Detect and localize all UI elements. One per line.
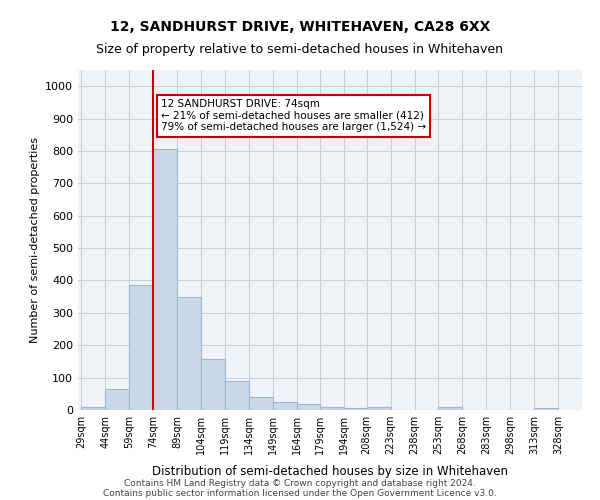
Bar bbox=[225, 381, 248, 410]
Y-axis label: Number of semi-detached properties: Number of semi-detached properties bbox=[29, 137, 40, 343]
Bar bbox=[201, 359, 225, 410]
Text: Contains public sector information licensed under the Open Government Licence v3: Contains public sector information licen… bbox=[103, 488, 497, 498]
Bar bbox=[81, 407, 105, 410]
Text: 12 SANDHURST DRIVE: 74sqm
← 21% of semi-detached houses are smaller (412)
79% of: 12 SANDHURST DRIVE: 74sqm ← 21% of semi-… bbox=[161, 99, 426, 132]
Bar bbox=[177, 296, 201, 410]
Bar bbox=[129, 286, 153, 410]
Bar bbox=[439, 407, 463, 410]
Bar bbox=[105, 389, 129, 410]
Bar bbox=[320, 407, 344, 410]
Bar bbox=[367, 407, 391, 410]
Bar bbox=[248, 397, 272, 410]
Bar bbox=[272, 402, 296, 410]
Text: 12, SANDHURST DRIVE, WHITEHAVEN, CA28 6XX: 12, SANDHURST DRIVE, WHITEHAVEN, CA28 6X… bbox=[110, 20, 490, 34]
Bar bbox=[534, 408, 558, 410]
Bar bbox=[296, 404, 320, 410]
Text: Size of property relative to semi-detached houses in Whitehaven: Size of property relative to semi-detach… bbox=[97, 42, 503, 56]
Bar bbox=[344, 408, 368, 410]
Bar bbox=[153, 150, 177, 410]
X-axis label: Distribution of semi-detached houses by size in Whitehaven: Distribution of semi-detached houses by … bbox=[152, 466, 508, 478]
Text: Contains HM Land Registry data © Crown copyright and database right 2024.: Contains HM Land Registry data © Crown c… bbox=[124, 478, 476, 488]
